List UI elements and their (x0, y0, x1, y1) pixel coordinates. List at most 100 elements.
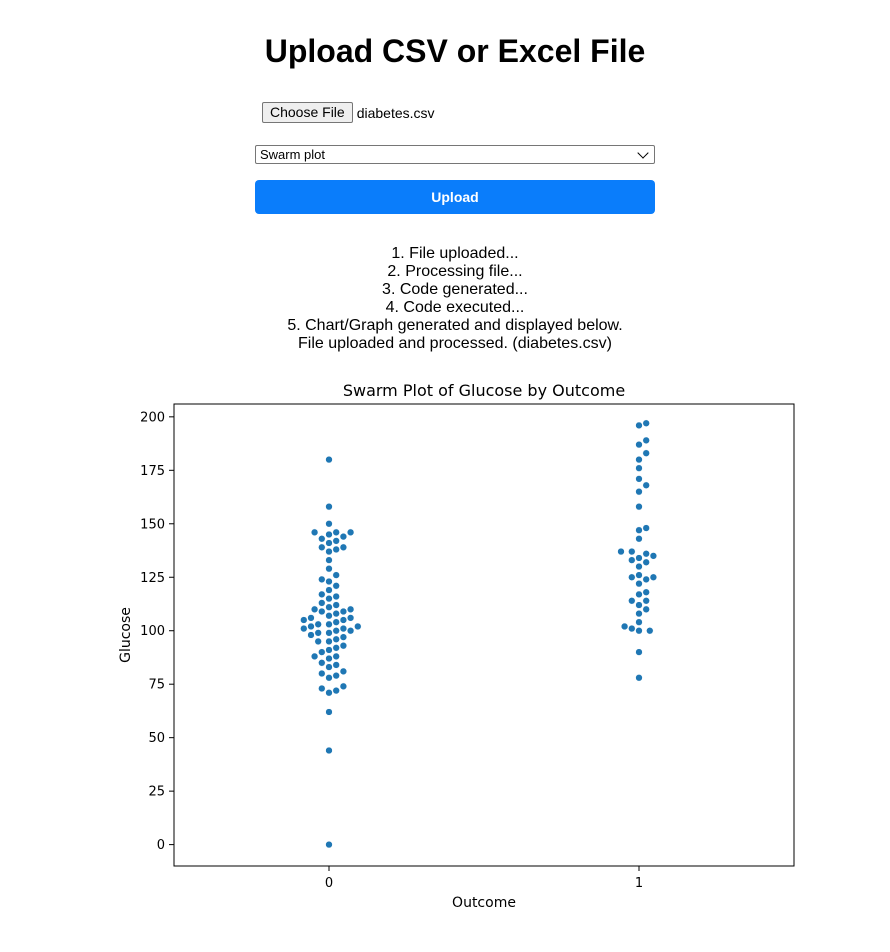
data-point (649, 552, 658, 560)
data-point (339, 682, 348, 690)
data-point (332, 686, 340, 695)
y-tick-label: 175 (140, 464, 165, 479)
status-line: File uploaded and processed. (diabetes.c… (298, 335, 612, 352)
status-line: 1. File uploaded... (391, 245, 519, 262)
upload-button[interactable]: Upload (255, 180, 655, 214)
data-point (346, 605, 355, 613)
plot-frame (173, 403, 795, 867)
data-point (620, 622, 629, 631)
data-point (628, 556, 636, 564)
chart-type-select[interactable]: Swarm plot (255, 145, 655, 164)
data-point (642, 588, 650, 596)
data-point (318, 648, 326, 656)
data-point (325, 637, 333, 646)
data-point (325, 708, 333, 716)
data-point (339, 633, 348, 641)
data-point (325, 654, 333, 663)
data-point (307, 614, 315, 622)
data-point (635, 648, 643, 656)
data-point (635, 618, 643, 626)
data-point (642, 436, 650, 445)
data-point (314, 620, 322, 628)
data-point (635, 503, 643, 511)
data-point (332, 571, 340, 579)
data-point (310, 652, 319, 661)
data-point (325, 629, 333, 637)
data-point (635, 609, 643, 618)
y-tick-label: 75 (148, 678, 165, 693)
data-point (339, 642, 348, 650)
chart-title: Swarm Plot of Glucose by Outcome (343, 381, 625, 400)
data-point (635, 580, 643, 588)
data-point (325, 663, 333, 671)
data-point (646, 627, 654, 635)
selected-file-name: diabetes.csv (356, 104, 435, 121)
x-axis-label: Outcome (452, 895, 516, 911)
data-point (318, 590, 326, 599)
data-point (642, 449, 650, 457)
data-point (325, 689, 333, 697)
data-point (332, 592, 340, 601)
data-point (318, 535, 326, 543)
status-log: 1. File uploaded... 2. Processing file...… (0, 245, 890, 353)
data-point (642, 481, 650, 489)
file-input[interactable]: Choose File diabetes.csv (262, 102, 435, 123)
y-tick-label: 100 (140, 624, 165, 639)
y-tick-label: 150 (140, 517, 165, 532)
data-point (642, 558, 650, 566)
data-point (318, 684, 326, 693)
data-point (325, 646, 333, 654)
data-point (635, 455, 643, 464)
data-point (642, 550, 650, 558)
data-point (325, 603, 333, 611)
data-point (635, 571, 643, 579)
data-point (635, 674, 643, 682)
data-point (325, 674, 333, 682)
y-tick-label: 200 (140, 410, 165, 425)
data-point (318, 599, 326, 607)
y-tick-label: 25 (148, 785, 165, 800)
data-point (332, 609, 340, 618)
data-point (628, 624, 636, 633)
data-point (318, 607, 326, 616)
data-point (307, 631, 315, 639)
data-point (635, 526, 643, 534)
status-line: 2. Processing file... (387, 263, 523, 280)
data-point (332, 635, 340, 643)
data-point (354, 622, 362, 631)
data-point (332, 644, 340, 652)
data-point (332, 537, 340, 545)
data-point (332, 545, 340, 554)
data-point (635, 562, 643, 571)
data-point (346, 528, 355, 536)
data-point (642, 419, 650, 427)
data-point (314, 629, 322, 637)
data-point (635, 554, 643, 562)
data-point (628, 573, 636, 581)
page-title: Upload CSV or Excel File (264, 33, 646, 69)
data-point (332, 528, 340, 536)
data-point (628, 547, 636, 556)
status-line: 5. Chart/Graph generated and displayed b… (287, 317, 623, 334)
data-point (307, 622, 315, 631)
data-point (325, 577, 333, 586)
data-point (325, 746, 333, 755)
data-point (318, 659, 326, 667)
data-point (339, 667, 348, 676)
data-point (310, 605, 319, 613)
data-point (325, 565, 333, 573)
y-axis-label: Glucose (118, 607, 134, 663)
choose-file-button[interactable]: Choose File (262, 102, 353, 123)
data-point (635, 590, 643, 599)
data-point (332, 582, 340, 590)
data-point (635, 440, 643, 449)
chevron-down-icon (637, 146, 649, 159)
data-point (318, 543, 326, 551)
data-point (649, 573, 658, 581)
data-point (635, 421, 643, 430)
x-tick-label: 0 (325, 876, 333, 891)
data-point (325, 612, 333, 620)
data-point (332, 661, 340, 669)
swarm-chart: Swarm Plot of Glucose by Outcome Outcome G… (118, 381, 795, 911)
data-point (318, 669, 326, 678)
